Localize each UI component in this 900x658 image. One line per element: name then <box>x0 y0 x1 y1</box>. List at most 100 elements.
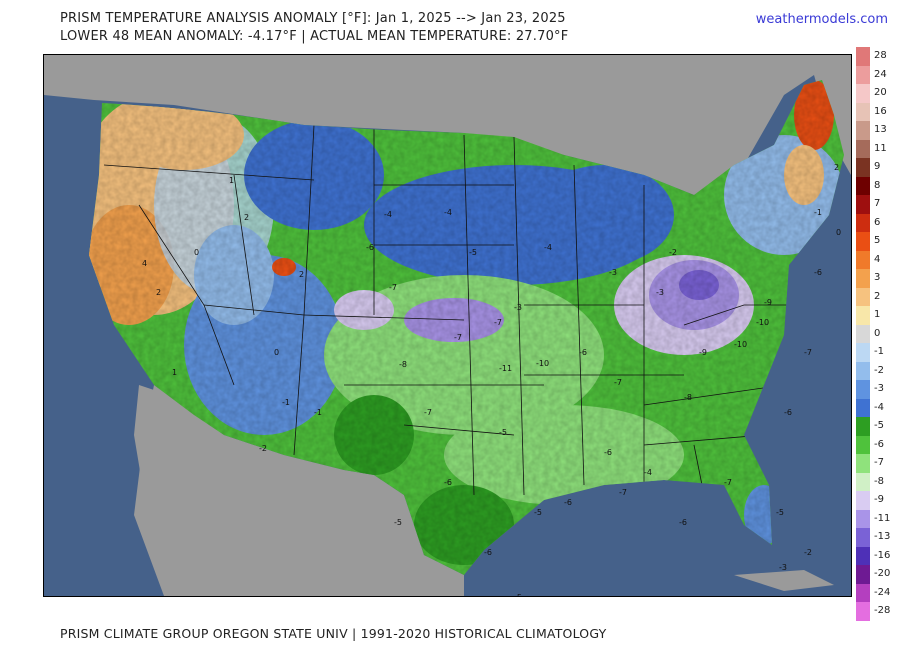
anomaly-value-label: -8 <box>399 360 407 369</box>
anomaly-value-label: -6 <box>579 348 587 357</box>
legend-row: -20 <box>854 565 900 584</box>
anomaly-value-label: 2 <box>156 288 161 297</box>
anomaly-value-label: -3 <box>514 303 522 312</box>
anomaly-value-label: -5 <box>394 518 402 527</box>
legend-label: -7 <box>874 457 884 468</box>
anomaly-value-label: -7 <box>804 348 812 357</box>
anomaly-value-label: -8 <box>684 393 692 402</box>
legend-swatch <box>856 343 870 362</box>
anomaly-value-label: -2 <box>259 444 267 453</box>
legend-row: -6 <box>854 435 900 454</box>
anomaly-value-label: 1 <box>172 368 177 377</box>
anomaly-value-label: -4 <box>644 468 652 477</box>
legend-row: -7 <box>854 454 900 473</box>
legend-row: 6 <box>854 213 900 232</box>
anomaly-value-label: -10 <box>734 340 747 349</box>
anomaly-value-label: -11 <box>499 364 512 373</box>
legend-label: 28 <box>874 50 887 61</box>
legend-row: 28 <box>854 47 900 66</box>
legend-label: -28 <box>874 605 891 616</box>
legend-swatch <box>856 602 870 621</box>
legend-row: -28 <box>854 602 900 621</box>
anomaly-value-label: 0 <box>194 248 199 257</box>
source-credit: PRISM CLIMATE GROUP OREGON STATE UNIV | … <box>60 626 607 641</box>
legend-label: 24 <box>874 68 887 80</box>
anomaly-value-label: -3 <box>609 268 617 277</box>
anomaly-labels: 4210120-1-2-12-6-4-7-8-7-11-10-7-5-3-4-3… <box>142 163 841 596</box>
legend-row: 2 <box>854 287 900 306</box>
anomaly-value-label: -5 <box>514 593 522 596</box>
legend-swatch <box>856 454 870 473</box>
legend-label: -11 <box>874 512 891 524</box>
legend-label: 13 <box>874 124 887 135</box>
legend-label: -4 <box>874 401 884 413</box>
legend-label: -3 <box>874 383 884 394</box>
anomaly-value-label: -1 <box>814 208 822 217</box>
legend-swatch <box>856 435 870 454</box>
anomaly-value-label: -7 <box>424 408 432 417</box>
legend-swatch <box>856 546 870 565</box>
map-title: PRISM TEMPERATURE ANALYSIS ANOMALY [°F]:… <box>60 11 566 26</box>
legend-swatch <box>856 158 870 177</box>
legend-swatch <box>856 324 870 343</box>
legend-label: -20 <box>874 568 891 579</box>
legend-row: -9 <box>854 491 900 510</box>
anomaly-value-label: -4 <box>384 210 392 219</box>
legend-row: -16 <box>854 546 900 565</box>
anomaly-value-label: -5 <box>534 508 542 517</box>
legend-swatch <box>856 306 870 325</box>
anomaly-value-label: -1 <box>282 398 290 407</box>
anomaly-value-label: 2 <box>244 213 249 222</box>
anomaly-value-label: -6 <box>484 548 492 557</box>
legend-swatch <box>856 361 870 380</box>
legend-swatch <box>856 213 870 232</box>
legend-row: -11 <box>854 509 900 528</box>
legend-row: -8 <box>854 472 900 491</box>
state-borders <box>103 124 789 496</box>
anomaly-value-label: -6 <box>366 243 374 252</box>
anomaly-value-label: -5 <box>776 508 784 517</box>
legend-row: -4 <box>854 398 900 417</box>
legend-label: 3 <box>874 272 881 283</box>
legend-swatch <box>856 176 870 195</box>
anomaly-value-label: 2 <box>299 270 304 279</box>
anomaly-value-label: -7 <box>454 333 462 342</box>
legend-swatch <box>856 139 870 158</box>
legend-row: 1 <box>854 306 900 325</box>
legend-swatch <box>856 47 870 66</box>
legend-row: 7 <box>854 195 900 214</box>
anomaly-map: 4 2 1 0 1 2 0 -1 -2 -1 2 -6 -4 -7 -8 -7 -11 -10 -7 -5 -3 -4 -3… <box>43 54 852 597</box>
legend-label: 9 <box>874 161 881 172</box>
legend-row: -5 <box>854 417 900 436</box>
legend-swatch <box>856 195 870 214</box>
legend-row: 24 <box>854 65 900 84</box>
legend-row: -2 <box>854 361 900 380</box>
legend-swatch <box>856 398 870 417</box>
legend-label: -6 <box>874 438 884 450</box>
legend-swatch <box>856 287 870 306</box>
legend-label: -24 <box>874 586 891 598</box>
legend-label: -13 <box>874 531 891 542</box>
legend-row: -13 <box>854 528 900 547</box>
legend-label: 0 <box>874 327 881 339</box>
anomaly-value-label: 1 <box>229 176 234 185</box>
baja-land <box>134 385 184 575</box>
legend-swatch <box>856 491 870 510</box>
anomaly-value-label: -3 <box>656 288 664 297</box>
legend-row: 20 <box>854 84 900 103</box>
anomaly-value-label: -5 <box>469 248 477 257</box>
cuba-land <box>734 570 834 591</box>
anomaly-value-label: -6 <box>604 448 612 457</box>
legend-row: 16 <box>854 102 900 121</box>
anomaly-value-label: 4 <box>142 259 147 268</box>
legend-swatch <box>856 417 870 436</box>
map-canvas: 4210120-1-2-12-6-4-7-8-7-11-10-7-5-3-4-3… <box>44 55 851 596</box>
brand-link[interactable]: weathermodels.com <box>755 12 888 27</box>
anomaly-value-label: -7 <box>619 488 627 497</box>
legend-swatch <box>856 380 870 399</box>
legend-swatch <box>856 65 870 84</box>
legend-swatch <box>856 121 870 140</box>
legend-label: 20 <box>874 87 887 98</box>
legend-swatch <box>856 269 870 288</box>
legend-row: 8 <box>854 176 900 195</box>
